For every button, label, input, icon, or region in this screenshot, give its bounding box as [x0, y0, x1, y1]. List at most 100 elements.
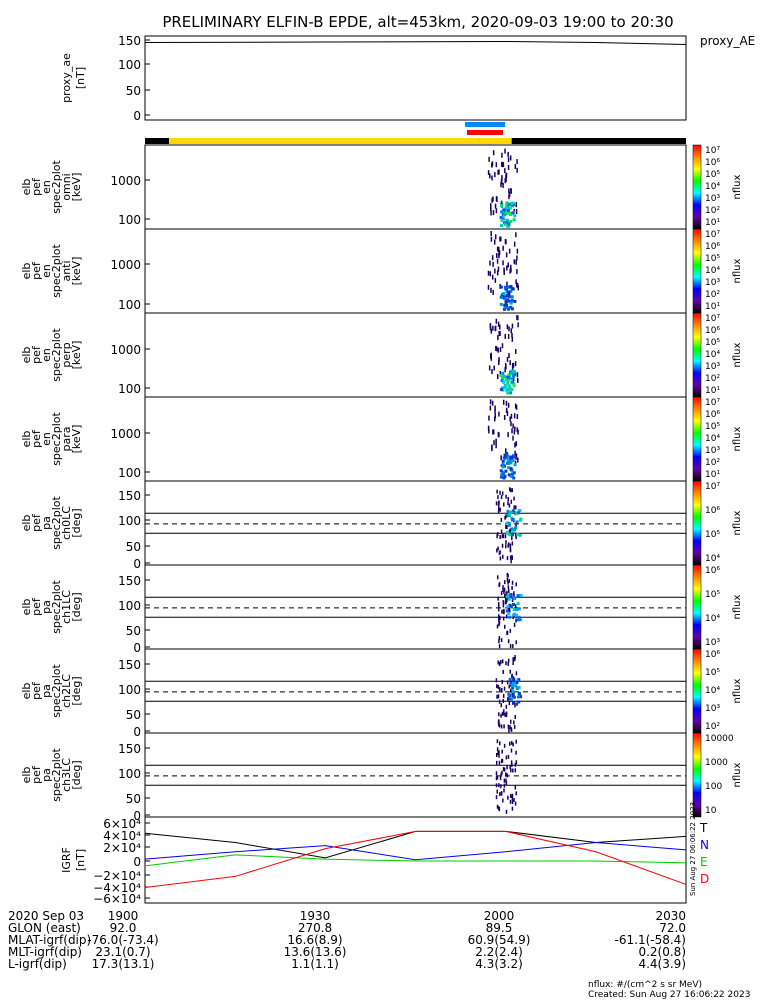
spectrogram-pixel: [499, 792, 501, 797]
spectrogram-pixel: [509, 605, 513, 609]
spectrogram-pixel: [500, 475, 504, 479]
spectrogram-pixel: [492, 289, 494, 295]
spectrogram-pixel: [511, 691, 513, 696]
spectrogram-pixel: [499, 616, 501, 621]
spectrogram-pixel: [512, 376, 515, 382]
spectrogram-pixel: [495, 438, 497, 444]
spectrogram-pixel: [498, 506, 500, 511]
spectrogram-pixel: [505, 609, 509, 613]
ytick-label: 100: [118, 382, 141, 396]
spectrogram-pixel: [494, 413, 497, 419]
spectrogram-pixel: [504, 178, 506, 184]
spectrogram-pixel: [506, 211, 510, 215]
colorbar-tick-label: 10⁵: [705, 530, 720, 540]
spectrogram-pixel: [498, 617, 500, 622]
spectrogram-pixel: [509, 301, 513, 305]
spectrogram-pixel: [496, 624, 499, 629]
spectrogram-pixel: [515, 441, 518, 447]
spectrogram-pixel: [510, 472, 514, 476]
spectrogram-pixel: [489, 322, 492, 328]
spectrogram-pixel: [498, 253, 500, 259]
vertical-timestamp: Sun Aug 27 06:06:22 2023: [689, 802, 697, 896]
spectrogram-pixel: [503, 270, 505, 276]
spectrogram-pixel: [498, 360, 500, 366]
ylabel-line: ch3LC: [60, 758, 73, 792]
spectrogram-pixel: [508, 194, 510, 200]
spectrogram-pixel: [499, 741, 501, 746]
spectrogram-pixel: [507, 402, 510, 408]
spectrogram-pixel: [508, 578, 511, 583]
spectrogram-pixel: [499, 215, 503, 219]
spectrogram-pixel: [515, 520, 519, 524]
colorbar-unit-label: nflux: [732, 174, 743, 199]
spectrogram-pixel: [502, 182, 504, 188]
spectrogram-pixel: [494, 268, 496, 274]
spectrogram-pixel: [492, 261, 494, 267]
spectrogram-pixel: [514, 714, 516, 719]
spectrogram-pixel: [514, 801, 517, 806]
spectrogram-pixel: [511, 793, 514, 798]
ylabel-line: pef: [30, 765, 43, 784]
spectrogram-pixel: [507, 373, 511, 377]
spectrogram-pixel: [514, 768, 517, 773]
spectrogram-pixel: [506, 324, 509, 330]
spectrogram-pixel: [507, 611, 511, 615]
spectrogram-pixel: [509, 765, 511, 770]
table-cell: 60.9(54.9): [468, 933, 531, 947]
spectrogram-pixel: [498, 331, 500, 337]
spectrogram-pixel: [504, 285, 508, 289]
spectrogram-pixel: [506, 378, 510, 382]
spectrogram-pixel: [495, 783, 498, 788]
spectrogram-pixel: [509, 285, 513, 289]
spectrogram-pixel: [510, 187, 512, 193]
spectrogram-pixel: [504, 469, 508, 473]
spectrogram-pixel: [511, 690, 515, 694]
spectrogram-pixel: [502, 208, 506, 212]
spectrogram-pixel: [502, 472, 506, 476]
spectrogram-pixel: [511, 555, 513, 560]
spectrogram-pixel: [488, 156, 490, 162]
spectrogram-pixel: [505, 614, 508, 619]
spectrogram-pixel: [490, 210, 492, 216]
colorbar-tick-label: 10⁶: [705, 566, 720, 576]
spectrogram-pixel: [491, 274, 494, 280]
colorbar-gradient: [692, 648, 702, 734]
spectrogram-pixel: [507, 696, 509, 701]
spectrogram-pixel: [501, 609, 503, 614]
spectrogram-pixel: [508, 326, 510, 332]
spectrogram-pixel: [517, 285, 520, 291]
spectrogram-pixel: [501, 175, 503, 181]
spectrogram-pixel: [517, 315, 519, 321]
igrf-legend-d: D: [700, 872, 709, 886]
spectrogram-pixel: [497, 495, 499, 500]
spectrogram-pixel: [506, 509, 510, 513]
table-cell: 13.6(13.6): [284, 945, 347, 959]
spectrogram-pixel: [510, 413, 513, 419]
spectrogram-pixel: [497, 266, 500, 272]
ylabel-line: elb: [20, 515, 33, 532]
spectrogram-pixel: [516, 594, 520, 598]
spectrogram-pixel: [501, 749, 503, 754]
spectrogram-pixel: [498, 760, 501, 765]
spectrogram-pixel: [492, 196, 494, 202]
ylabel-line: pef: [30, 513, 43, 532]
spectrogram-anti: [487, 231, 520, 311]
spectrogram-pixel: [505, 172, 508, 178]
ylabel-line: en: [40, 348, 53, 362]
spectrogram-pixel: [498, 411, 500, 417]
spectrogram-pixel: [509, 212, 513, 216]
spectrogram-pixel: [493, 239, 496, 245]
spectrogram-pixel: [517, 607, 521, 611]
spectrogram-pixel: [494, 416, 496, 422]
spectrogram-pixel: [517, 615, 521, 619]
spectrogram-pixel: [508, 684, 510, 689]
spectrogram-pixel: [511, 533, 515, 537]
spectrogram-pixel: [512, 644, 514, 649]
spectrogram-pixel: [498, 636, 501, 641]
spectrogram-pixel: [506, 281, 508, 287]
colorbar-tick-label: 1000: [705, 758, 728, 768]
spectrogram-pixel: [515, 618, 517, 623]
spectrogram-pixel: [509, 457, 511, 463]
